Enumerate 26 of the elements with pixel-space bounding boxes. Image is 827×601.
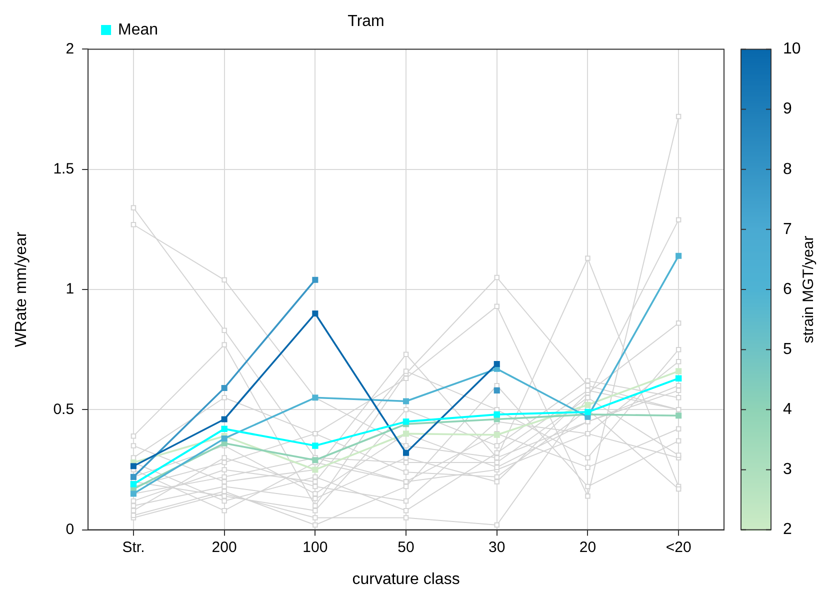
color-bar-label: 2 xyxy=(783,521,792,538)
color-bar-label: 8 xyxy=(783,160,792,178)
y-tick-label: 0.5 xyxy=(53,400,74,418)
color-bar-label: 6 xyxy=(783,280,792,298)
color-bar-title: strain MGT/year xyxy=(800,236,818,344)
x-tick-label: 200 xyxy=(212,538,237,556)
y-axis-title: WRate mm/year xyxy=(13,231,30,348)
x-axis-title: curvature class xyxy=(352,570,460,588)
y-tick-label: 1 xyxy=(66,280,74,298)
x-tick-label: <20 xyxy=(666,538,692,556)
y-tick-label: 1.5 xyxy=(53,160,74,178)
color-bar-label: 3 xyxy=(783,461,792,478)
color-bar-label: 5 xyxy=(783,340,792,358)
y-tick-label: 0 xyxy=(66,520,74,538)
x-tick-label: 20 xyxy=(579,538,596,556)
color-bar-label: 7 xyxy=(783,220,792,238)
legend-label: Mean xyxy=(118,21,158,38)
color-bar-label: 9 xyxy=(783,100,792,118)
x-tick-label: Str. xyxy=(122,538,145,556)
color-bar-label: 4 xyxy=(783,401,792,418)
x-tick-label: 30 xyxy=(488,538,506,556)
color-bar-label: 10 xyxy=(783,40,801,58)
x-tick-label: 100 xyxy=(302,538,328,556)
chart-title: Tram xyxy=(348,13,384,30)
y-tick-label: 2 xyxy=(66,40,74,58)
x-tick-label: 50 xyxy=(398,538,414,556)
